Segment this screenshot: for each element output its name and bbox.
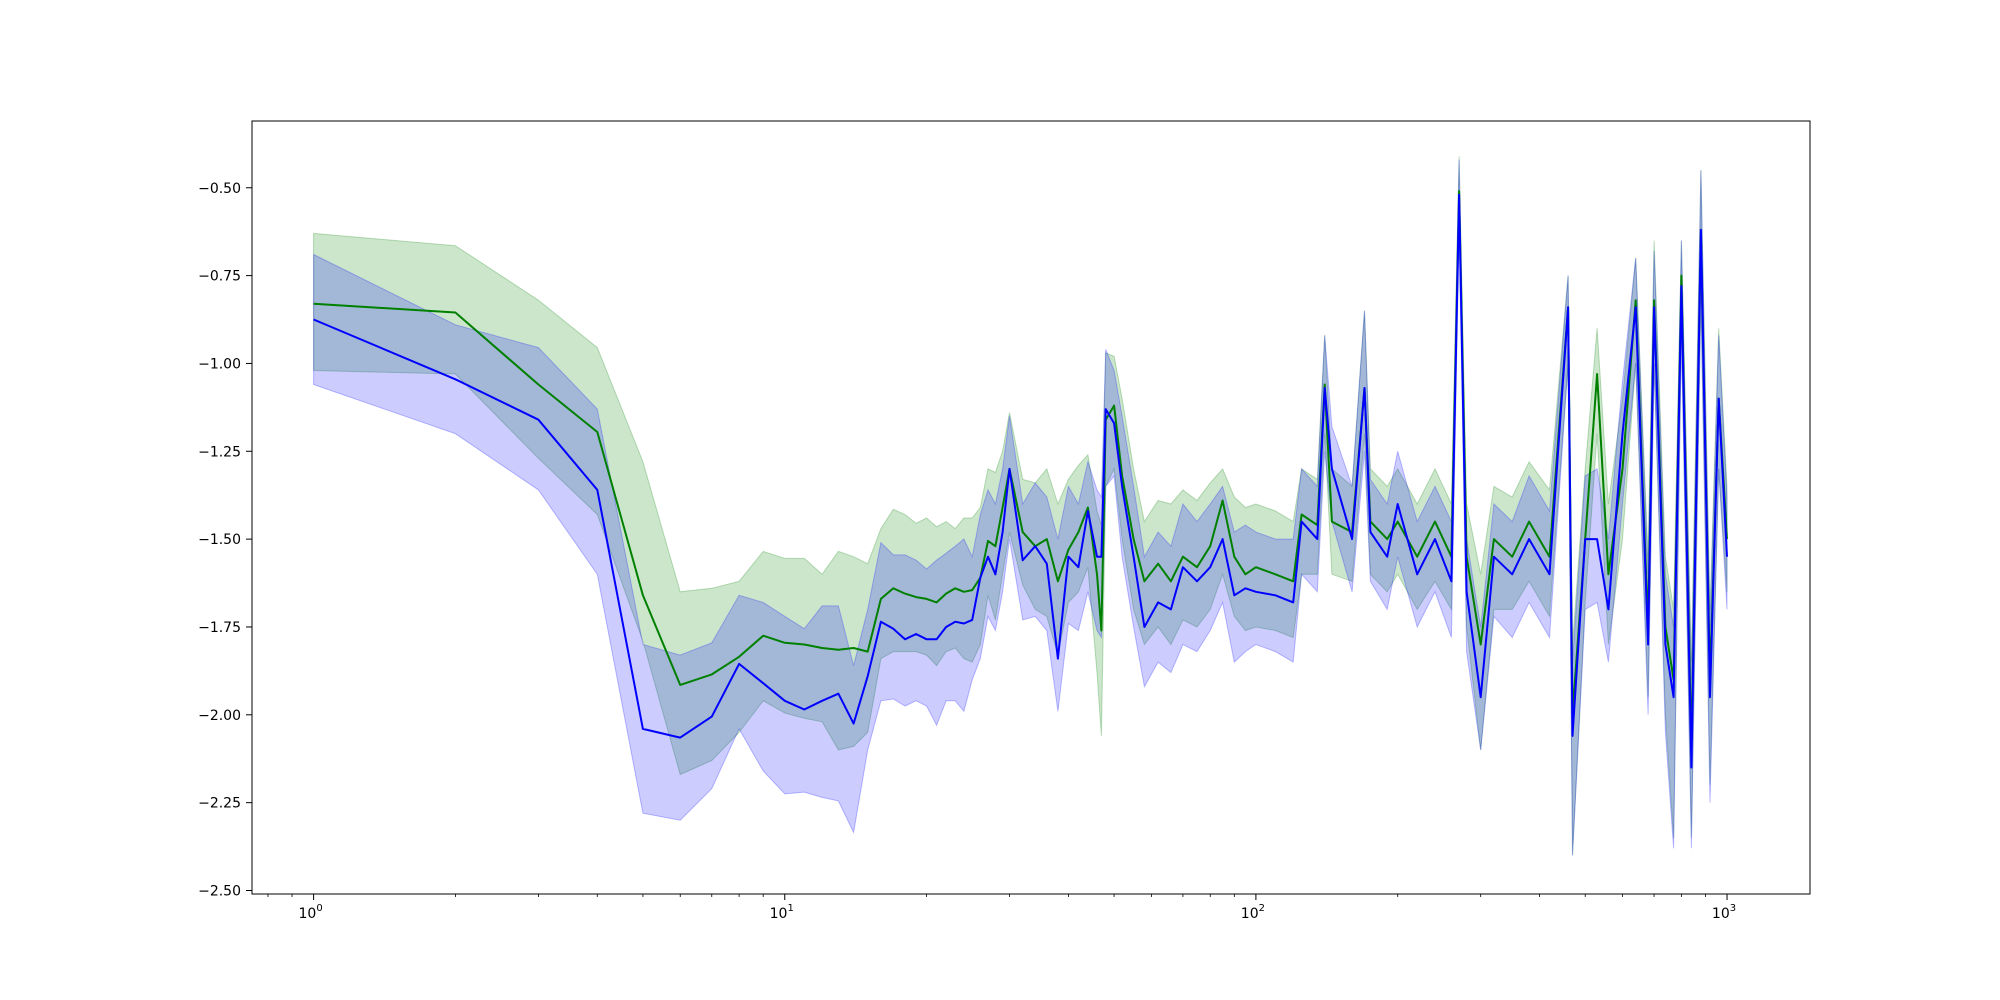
x-tick-base: 10	[1241, 906, 1259, 922]
y-tick-label: −2.00	[198, 708, 241, 724]
x-tick-base: 10	[770, 906, 788, 922]
x-axis: 100 101 102 103	[267, 894, 1736, 922]
y-tick-label: −0.75	[198, 269, 241, 285]
x-tick-label: 103	[1712, 903, 1736, 922]
series-2-band	[313, 159, 1728, 856]
y-tick-label: −2.25	[198, 796, 241, 812]
series-2-line	[313, 193, 1728, 769]
x-tick-label: 100	[299, 903, 323, 922]
y-tick-label: −0.50	[198, 181, 241, 197]
y-tick-label: −1.25	[198, 444, 241, 460]
x-tick-exponent: 2	[1259, 903, 1265, 914]
confidence-bands	[313, 156, 1728, 856]
y-tick-label: −1.50	[198, 532, 241, 548]
y-tick-label: −1.00	[198, 356, 241, 372]
x-tick-exponent: 3	[1730, 903, 1736, 914]
x-tick-label: 102	[1241, 903, 1265, 922]
x-tick-base: 10	[1712, 906, 1730, 922]
y-tick-label: −2.50	[198, 883, 241, 899]
plot-area-frame	[251, 120, 1811, 895]
x-tick-exponent: 0	[316, 903, 322, 914]
y-axis: −0.50 −0.75 −1.00 −1.25 −1.50 −1.75 −2.00 −2.25…	[198, 181, 252, 899]
y-tick-label: −1.75	[198, 620, 241, 636]
x-tick-label: 101	[770, 903, 794, 922]
series-lines	[313, 190, 1728, 769]
x-tick-exponent: 1	[787, 903, 793, 914]
series-1-band	[313, 156, 1728, 856]
x-tick-base: 10	[299, 906, 317, 922]
